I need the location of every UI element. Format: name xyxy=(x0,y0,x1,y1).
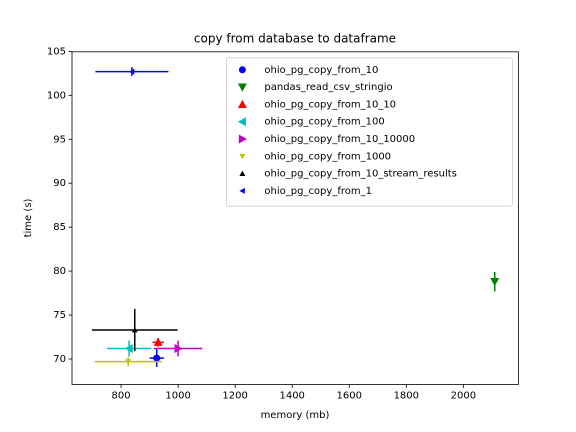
x-tick-label: 2000 xyxy=(451,391,476,402)
point xyxy=(128,68,135,75)
y-tick-label: 80 xyxy=(53,266,66,277)
y-tick-label: 75 xyxy=(53,310,66,321)
y-tick-label: 105 xyxy=(47,46,66,57)
legend-label: ohio_pg_copy_from_10_10 xyxy=(264,99,396,110)
legend-marker xyxy=(237,117,246,127)
legend-marker xyxy=(239,187,245,194)
y-tick-label: 90 xyxy=(53,178,66,189)
point xyxy=(490,278,500,287)
chart-title: copy from database to dataframe xyxy=(194,32,396,46)
x-tick-label: 1600 xyxy=(337,391,362,402)
x-tick-label: 1000 xyxy=(165,391,190,402)
legend-marker xyxy=(239,153,246,160)
point xyxy=(131,327,138,333)
legend-marker xyxy=(239,170,246,176)
x-tick-label: 1200 xyxy=(222,391,247,402)
point xyxy=(125,359,132,365)
x-tick-label: 1400 xyxy=(279,391,304,402)
y-axis-label: time (s) xyxy=(23,199,34,238)
legend-box xyxy=(225,57,513,207)
legend-label: ohio_pg_copy_from_100 xyxy=(264,117,384,128)
y-tick-label: 95 xyxy=(53,134,66,145)
plot-frame xyxy=(71,51,519,385)
legend-marker xyxy=(238,66,246,74)
x-axis-label: memory (mb) xyxy=(261,410,330,421)
point xyxy=(124,343,133,353)
point xyxy=(153,337,163,346)
point xyxy=(153,354,161,362)
y-tick-label: 100 xyxy=(47,90,66,101)
y-tick-label: 85 xyxy=(53,222,66,233)
x-tick-label: 1800 xyxy=(394,391,419,402)
legend-label: ohio_pg_copy_from_10_10000 xyxy=(264,134,415,145)
legend-label: ohio_pg_copy_from_10_stream_results xyxy=(264,169,456,180)
point xyxy=(174,343,183,353)
legend-marker xyxy=(238,134,247,144)
y-tick-label: 70 xyxy=(53,354,66,365)
legend-label: ohio_pg_copy_from_10 xyxy=(264,65,378,76)
legend-label: ohio_pg_copy_from_1000 xyxy=(264,151,391,162)
legend-marker xyxy=(237,83,247,92)
legend-label: pandas_read_csv_stringio xyxy=(264,82,392,93)
legend-label: ohio_pg_copy_from_1 xyxy=(264,186,372,197)
legend: ohio_pg_copy_from_10 pandas_read_csv_stri… xyxy=(225,57,513,207)
legend-marker xyxy=(237,99,247,108)
x-tick-label: 800 xyxy=(112,391,131,402)
